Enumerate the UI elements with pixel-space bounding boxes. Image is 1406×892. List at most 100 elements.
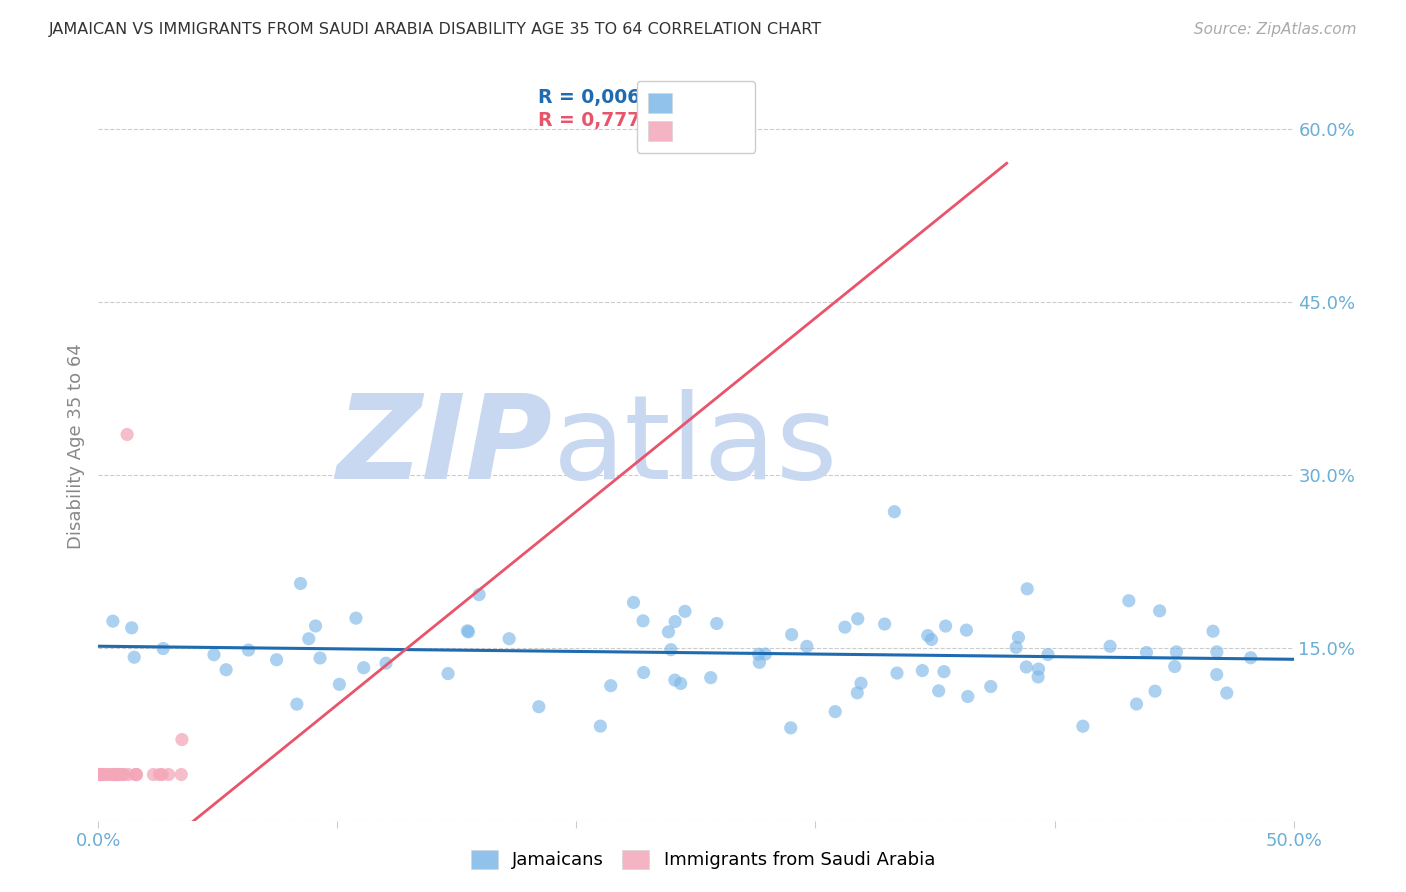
- Point: [468, 588, 491, 602]
- Point: [589, 719, 612, 733]
- Point: [104, 767, 127, 781]
- Point: [1240, 650, 1263, 665]
- Legend: Jamaicans, Immigrants from Saudi Arabia: Jamaicans, Immigrants from Saudi Arabia: [461, 841, 945, 879]
- Point: [1118, 593, 1140, 607]
- Point: [122, 650, 145, 665]
- Point: [328, 677, 350, 691]
- Point: [1135, 646, 1157, 660]
- Point: [103, 767, 125, 781]
- Point: [89, 767, 111, 781]
- Text: Source: ZipAtlas.com: Source: ZipAtlas.com: [1194, 22, 1357, 37]
- Point: [673, 604, 696, 618]
- Point: [846, 686, 869, 700]
- Point: [846, 612, 869, 626]
- Point: [304, 619, 326, 633]
- Point: [748, 656, 770, 670]
- Point: [121, 621, 143, 635]
- Point: [921, 632, 943, 647]
- Point: [125, 767, 148, 781]
- Point: [104, 767, 127, 781]
- Point: [700, 671, 723, 685]
- Point: [657, 624, 679, 639]
- Point: [911, 664, 934, 678]
- Point: [1036, 648, 1059, 662]
- Point: [115, 427, 138, 442]
- Point: [664, 615, 686, 629]
- Text: R = 0,777: R = 0,777: [538, 111, 641, 129]
- Point: [101, 767, 124, 781]
- Point: [101, 614, 124, 628]
- Point: [935, 619, 957, 633]
- Point: [111, 767, 134, 781]
- Point: [1205, 667, 1227, 681]
- Point: [1007, 631, 1029, 645]
- Point: [631, 614, 654, 628]
- Text: ZIP: ZIP: [336, 389, 553, 503]
- Point: [117, 767, 139, 781]
- Point: [98, 767, 122, 781]
- Point: [1149, 604, 1171, 618]
- Point: [353, 661, 375, 675]
- Point: [112, 767, 135, 781]
- Text: N = 80: N = 80: [669, 88, 740, 107]
- Point: [298, 632, 321, 646]
- Point: [456, 624, 478, 638]
- Point: [170, 732, 193, 747]
- Point: [599, 679, 621, 693]
- Point: [97, 767, 120, 781]
- Point: [956, 690, 979, 704]
- Point: [1015, 660, 1038, 674]
- Point: [955, 623, 977, 637]
- Point: [215, 663, 238, 677]
- Point: [142, 767, 165, 781]
- Point: [457, 624, 479, 639]
- Point: [91, 767, 114, 781]
- Point: [90, 767, 112, 781]
- Point: [89, 767, 111, 781]
- Point: [157, 767, 180, 781]
- Point: [344, 611, 367, 625]
- Point: [849, 676, 872, 690]
- Point: [1125, 697, 1147, 711]
- Point: [527, 699, 550, 714]
- Point: [623, 595, 645, 609]
- Point: [873, 617, 896, 632]
- Point: [266, 653, 288, 667]
- Text: atlas: atlas: [553, 389, 838, 503]
- Point: [1202, 624, 1225, 639]
- Point: [1071, 719, 1094, 733]
- Point: [170, 767, 193, 781]
- Point: [669, 676, 692, 690]
- Point: [883, 505, 905, 519]
- Text: R = 0,006: R = 0,006: [538, 88, 641, 107]
- Point: [285, 697, 308, 711]
- Point: [886, 666, 908, 681]
- Point: [91, 767, 114, 781]
- Point: [125, 767, 148, 781]
- Y-axis label: Disability Age 35 to 64: Disability Age 35 to 64: [66, 343, 84, 549]
- Point: [980, 680, 1002, 694]
- Point: [152, 641, 174, 656]
- Point: [375, 657, 398, 671]
- Legend:           ,           : ,: [637, 81, 755, 153]
- Point: [1144, 684, 1167, 698]
- Point: [659, 642, 682, 657]
- Point: [796, 640, 818, 654]
- Point: [202, 648, 225, 662]
- Point: [94, 767, 117, 781]
- Point: [1205, 645, 1227, 659]
- Point: [1164, 659, 1187, 673]
- Point: [928, 684, 950, 698]
- Text: N = 30: N = 30: [669, 111, 741, 129]
- Point: [290, 576, 312, 591]
- Point: [309, 651, 332, 665]
- Point: [238, 643, 260, 657]
- Point: [107, 767, 129, 781]
- Point: [1166, 645, 1188, 659]
- Point: [105, 767, 128, 781]
- Point: [150, 767, 173, 781]
- Point: [107, 767, 129, 781]
- Point: [1005, 640, 1028, 655]
- Point: [834, 620, 856, 634]
- Point: [104, 767, 127, 781]
